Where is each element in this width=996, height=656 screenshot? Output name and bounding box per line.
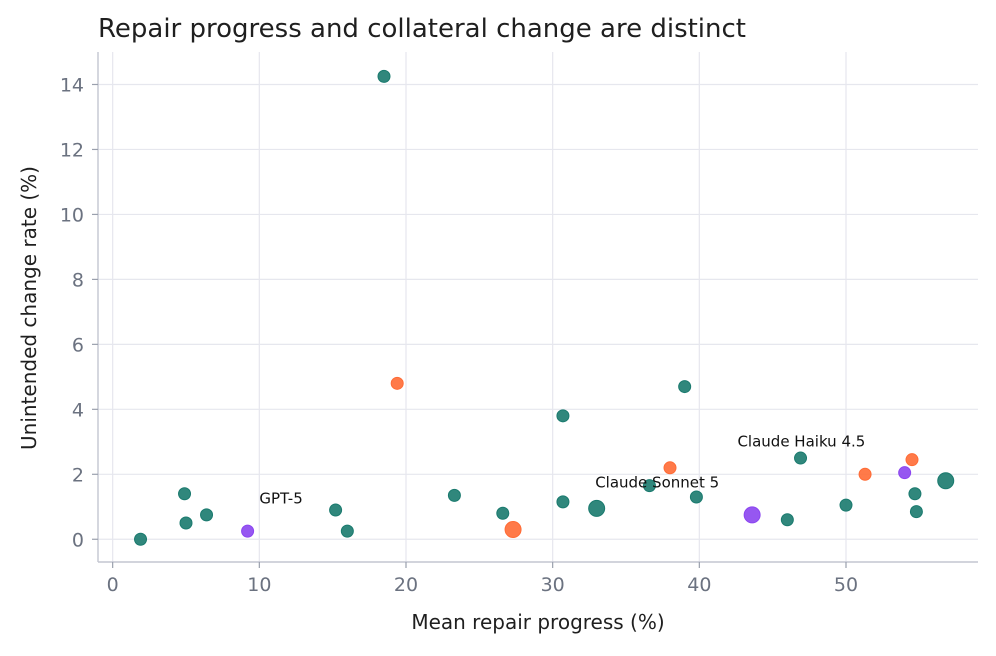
x-tick-label: 40 bbox=[687, 574, 711, 596]
scatter-point bbox=[340, 524, 354, 538]
scatter-point bbox=[556, 409, 570, 423]
chart-title: Repair progress and collateral change ar… bbox=[98, 14, 746, 44]
x-tick-label: 0 bbox=[107, 574, 119, 596]
point-annotations: GPT-5 Claude Sonnet 5 Claude Haiku 4.5 bbox=[259, 433, 865, 508]
scatter-point bbox=[200, 508, 214, 522]
scatter-point bbox=[496, 506, 510, 520]
axes-spines bbox=[97, 52, 978, 563]
scatter-point bbox=[858, 467, 872, 481]
point-annotation: GPT-5 bbox=[259, 490, 302, 508]
scatter-point bbox=[556, 495, 570, 509]
y-tick-label: 8 bbox=[72, 269, 84, 291]
y-axis-label: Unintended change rate (%) bbox=[17, 166, 41, 450]
scatter-point bbox=[839, 498, 853, 512]
scatter-point bbox=[689, 490, 703, 504]
y-tick-label: 4 bbox=[72, 399, 84, 421]
scatter-point bbox=[134, 532, 148, 546]
x-tick-label: 50 bbox=[834, 574, 858, 596]
scatter-point bbox=[178, 487, 192, 501]
y-tick-label: 0 bbox=[72, 529, 84, 551]
y-tick-label: 14 bbox=[60, 74, 84, 96]
scatter-point bbox=[642, 479, 656, 493]
y-tick-label: 2 bbox=[72, 464, 84, 486]
y-tick-label: 6 bbox=[72, 334, 84, 356]
scatter-point bbox=[908, 487, 922, 501]
y-tick-label: 12 bbox=[60, 139, 84, 161]
scatter-point bbox=[329, 503, 343, 517]
scatter-point bbox=[898, 466, 912, 480]
scatter-point bbox=[377, 69, 391, 83]
point-annotation: Claude Haiku 4.5 bbox=[737, 433, 865, 451]
scatter-point bbox=[390, 376, 404, 390]
scatter-point bbox=[794, 451, 808, 465]
grid-lines bbox=[98, 52, 978, 562]
x-axis-label: Mean repair progress (%) bbox=[411, 610, 664, 634]
scatter-point bbox=[905, 453, 919, 467]
scatter-point bbox=[780, 513, 794, 527]
y-tick-label: 10 bbox=[60, 204, 84, 226]
scatter-point bbox=[447, 488, 461, 502]
x-tick-label: 20 bbox=[394, 574, 418, 596]
x-tick-label: 10 bbox=[247, 574, 271, 596]
scatter-point bbox=[743, 506, 761, 524]
scatter-point bbox=[678, 380, 692, 394]
point-annotation: Claude Sonnet 5 bbox=[595, 473, 719, 491]
scatter-point bbox=[504, 521, 522, 539]
scatter-point bbox=[588, 499, 606, 517]
data-points bbox=[134, 69, 955, 546]
x-tick-label: 30 bbox=[541, 574, 565, 596]
tick-marks: 0 10 20 30 40 50 0 2 4 6 8 10 12 14 bbox=[60, 74, 858, 596]
scatter-point bbox=[663, 461, 677, 475]
scatter-point bbox=[909, 505, 923, 519]
scatter-point bbox=[179, 516, 193, 530]
scatter-point bbox=[241, 524, 255, 538]
scatter-point bbox=[937, 472, 955, 490]
